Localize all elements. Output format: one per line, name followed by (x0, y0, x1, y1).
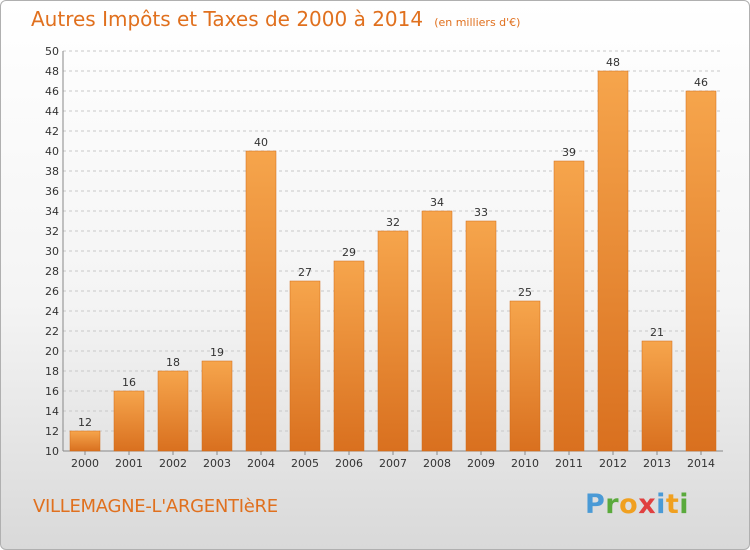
x-tick-label: 2000 (71, 457, 99, 470)
x-tick-label: 2014 (687, 457, 715, 470)
chart-title-block: Autres Impôts et Taxes de 2000 à 2014 (e… (31, 7, 520, 31)
y-tick-label: 40 (45, 145, 59, 158)
y-tick-label: 32 (45, 225, 59, 238)
y-tick-label: 38 (45, 165, 59, 178)
data-label-2008: 34 (430, 196, 444, 209)
data-label-2011: 39 (562, 146, 576, 159)
bar-2007 (377, 230, 409, 452)
bar-2008 (421, 210, 453, 452)
x-tick-label: 2001 (115, 457, 143, 470)
y-tick-label: 50 (45, 45, 59, 58)
x-tick-label: 2007 (379, 457, 407, 470)
data-label-2014: 46 (694, 76, 708, 89)
logo-letter: i (656, 489, 666, 520)
commune-name: VILLEMAGNE-L'ARGENTIèRE (33, 496, 278, 517)
y-tick-label: 12 (45, 425, 59, 438)
x-tick-label: 2004 (247, 457, 275, 470)
y-tick-label: 20 (45, 345, 59, 358)
x-tick-label: 2008 (423, 457, 451, 470)
y-tick-label: 26 (45, 285, 59, 298)
logo-letter: t (665, 489, 680, 520)
data-label-2009: 33 (474, 206, 488, 219)
y-tick-label: 14 (45, 405, 59, 418)
data-labels: 12 16 18 19 40 27 29 32 34 33 25 39 48 21 46 (78, 56, 708, 429)
data-label-2002: 18 (166, 356, 180, 369)
x-tick-label: 2002 (159, 457, 187, 470)
x-tick-label: 2009 (467, 457, 495, 470)
logo-letter: i (679, 489, 690, 520)
y-tick-label: 22 (45, 325, 59, 338)
bar-2004 (245, 150, 277, 452)
y-tick-label: 46 (45, 85, 59, 98)
data-label-2001: 16 (122, 376, 136, 389)
x-tick-label: 2010 (511, 457, 539, 470)
logo-letter: o (619, 489, 639, 520)
y-tick-label: 16 (45, 385, 59, 398)
data-label-2010: 25 (518, 286, 532, 299)
bars (69, 70, 717, 452)
data-label-2004: 40 (254, 136, 268, 149)
y-tick-label: 36 (45, 185, 59, 198)
bar-2012 (597, 70, 629, 452)
bar-2002 (157, 370, 189, 452)
data-label-2012: 48 (606, 56, 620, 69)
bar-2013 (641, 340, 673, 452)
data-label-2000: 12 (78, 416, 92, 429)
logo-letter: P (585, 489, 606, 520)
y-tick-label: 30 (45, 245, 59, 258)
bar-2005 (289, 280, 321, 452)
bar-2009 (465, 220, 497, 452)
y-tick-label: 42 (45, 125, 59, 138)
data-label-2007: 32 (386, 216, 400, 229)
bar-2003 (201, 360, 233, 452)
proxiti-logo: Proxiti (585, 489, 689, 520)
x-tick-label: 2011 (555, 457, 583, 470)
x-tick-label: 2006 (335, 457, 363, 470)
y-tick-label: 18 (45, 365, 59, 378)
x-tick-label: 2012 (599, 457, 627, 470)
bar-2006 (333, 260, 365, 452)
x-tick-label: 2005 (291, 457, 319, 470)
x-tick-label: 2013 (643, 457, 671, 470)
bar-2010 (509, 300, 541, 452)
data-label-2005: 27 (298, 266, 312, 279)
chart-subtitle: (en milliers d'€) (434, 16, 521, 29)
y-tick-label: 24 (45, 305, 59, 318)
y-tick-label: 48 (45, 65, 59, 78)
data-label-2006: 29 (342, 246, 356, 259)
data-label-2003: 19 (210, 346, 224, 359)
bar-2000 (69, 430, 101, 452)
y-tick-label: 44 (45, 105, 59, 118)
bar-2014 (685, 90, 717, 452)
bar-2011 (553, 160, 585, 452)
y-tick-label: 10 (45, 445, 59, 458)
x-tick-label: 2003 (203, 457, 231, 470)
logo-letter: x (638, 489, 657, 520)
data-label-2013: 21 (650, 326, 664, 339)
logo-letter: r (605, 489, 620, 520)
y-tick-label: 28 (45, 265, 59, 278)
bar-2001 (113, 390, 145, 452)
y-tick-label: 34 (45, 205, 59, 218)
chart-title: Autres Impôts et Taxes de 2000 à 2014 (31, 7, 424, 31)
